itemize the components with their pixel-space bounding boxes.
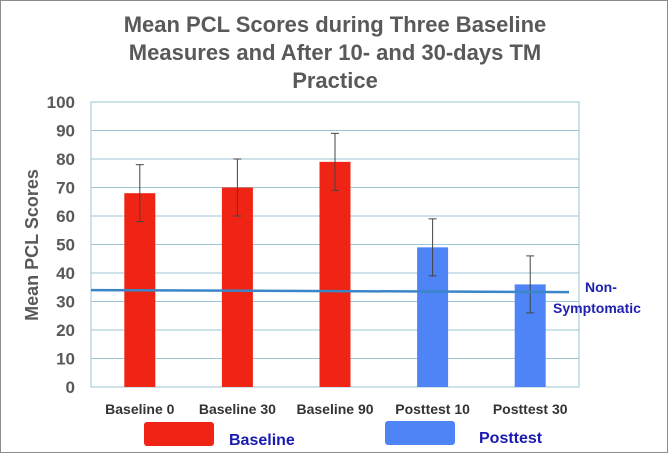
reference-label-line-2: Symptomatic (553, 300, 641, 316)
chart-title-line-2: Measures and After 10- and 30-days TM (128, 40, 542, 65)
error-bar-layer (135, 132, 535, 314)
y-axis-label: Mean PCL Scores (22, 169, 42, 321)
x-tick-label: Baseline 90 (296, 401, 373, 417)
y-tick-label: 30 (56, 293, 75, 312)
legend-label-baseline: Baseline (229, 432, 295, 449)
y-tick-label: 20 (56, 321, 75, 340)
legend-label-posttest: Posttest (479, 430, 543, 447)
x-tick-label: Baseline 0 (105, 401, 174, 417)
y-tick-label: 0 (66, 378, 75, 397)
y-tick-label: 100 (47, 93, 75, 112)
chart-title-line-3: Practice (292, 68, 378, 93)
x-tick-label: Posttest 10 (395, 401, 470, 417)
y-tick-label: 80 (56, 150, 75, 169)
y-tick-label: 40 (56, 264, 75, 283)
legend-swatch-posttest (385, 421, 455, 445)
legend-swatch-baseline (144, 422, 214, 446)
chart-title-line-1: Mean PCL Scores during Three Baseline (123, 12, 547, 37)
x-tick-label: Posttest 30 (493, 401, 568, 417)
legend-layer: Baseline Posttest (144, 421, 543, 449)
bar-layer (124, 161, 546, 387)
reference-label-line-1: Non- (585, 279, 617, 295)
non-symptomatic-line (90, 288, 570, 294)
y-tick-label: 10 (56, 350, 75, 369)
tick-label-layer: 0 10 20 30 40 50 60 70 80 90 100 Baseline 0 Baseline… (47, 93, 568, 417)
y-tick-label: 90 (56, 122, 75, 141)
reference-line-layer: Non- Symptomatic (90, 279, 641, 316)
chart-title: Mean PCL Scores during Three Baseline Me… (1, 11, 669, 95)
y-tick-label: 70 (56, 179, 75, 198)
bar-baseline-90 (319, 161, 351, 387)
y-tick-label: 50 (56, 236, 75, 255)
bar-baseline-30 (221, 187, 253, 387)
x-tick-label: Baseline 30 (199, 401, 276, 417)
y-tick-label: 60 (56, 207, 75, 226)
